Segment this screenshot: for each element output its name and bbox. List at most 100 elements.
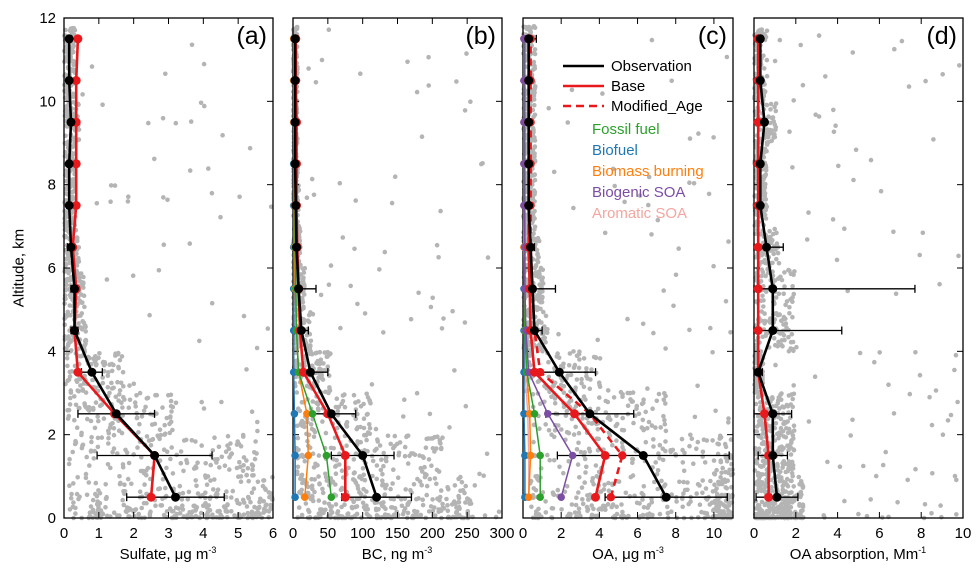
scatter-point [219, 399, 224, 405]
scatter-point [323, 474, 329, 480]
scatter-point [405, 510, 411, 516]
scatter-point [716, 479, 721, 485]
scatter-point [454, 79, 459, 84]
scatter-point [217, 465, 222, 470]
scatter-point [107, 425, 113, 431]
scatter-point [181, 438, 187, 443]
scatter-point [760, 488, 765, 493]
observation-line [293, 38, 378, 498]
scatter-point [657, 455, 662, 461]
x-tick-label: 10 [706, 525, 723, 542]
scatter-point [403, 487, 409, 492]
scatter-point [71, 481, 76, 486]
scatter-point [779, 447, 785, 453]
scatter-point [245, 510, 251, 516]
scatter-point [533, 264, 538, 269]
scatter-point [300, 480, 305, 486]
scatter-point [193, 513, 199, 519]
scatter-point [361, 504, 367, 510]
scatter-point [785, 404, 791, 409]
scatter-point [688, 499, 693, 504]
observation-line [67, 38, 177, 498]
scatter-point [185, 497, 191, 502]
scatter-point [80, 92, 85, 97]
scatter-point [392, 505, 398, 511]
scatter-point [786, 267, 791, 273]
scatter-point [424, 492, 430, 498]
scatter-point [79, 327, 85, 332]
scatter-point [118, 380, 124, 386]
scatter-point [309, 476, 314, 482]
scatter-point [229, 495, 234, 500]
scatter-point [206, 166, 211, 171]
scatter-point [392, 433, 398, 439]
scatter-point [451, 514, 457, 520]
scatter-point [146, 120, 151, 126]
scatter-point [181, 468, 186, 474]
scatter-point [295, 423, 300, 429]
scatter-point [531, 24, 536, 30]
scatter-point [532, 112, 538, 118]
scatter-point [543, 422, 548, 427]
scatter-point [236, 512, 242, 517]
scatter-point [772, 501, 778, 506]
scatter-point [762, 257, 767, 263]
scatter-point [634, 406, 639, 412]
scatter-point [564, 429, 570, 435]
scatter-point [813, 112, 818, 117]
scatter-point [73, 438, 78, 444]
modified_age-point [606, 493, 615, 502]
scatter-point [788, 515, 793, 520]
scatter-point [367, 398, 373, 404]
scatter-point [83, 324, 88, 330]
scatter-point [295, 471, 300, 477]
observation-point [66, 242, 76, 252]
scatter-point [778, 431, 783, 437]
scatter-point [374, 463, 380, 468]
scatter-point [798, 42, 803, 48]
scatter-point [556, 331, 561, 337]
scatter-point [537, 426, 542, 432]
scatter-point [244, 472, 249, 478]
scatter-point [477, 471, 482, 477]
scatter-point [315, 361, 321, 367]
scatter-point [408, 316, 414, 322]
scatter-point [622, 199, 627, 205]
scatter-point [710, 350, 715, 355]
scatter-point [241, 455, 247, 460]
scatter-point [559, 427, 564, 432]
scatter-point [531, 188, 537, 193]
scatter-point [614, 438, 619, 443]
scatter-point [760, 184, 766, 190]
scatter-point [579, 485, 585, 490]
scatter-point [772, 506, 777, 511]
scatter-point [547, 457, 552, 463]
biomass-point [524, 493, 533, 502]
scatter-point [67, 483, 72, 489]
scatter-point [188, 514, 194, 520]
scatter-point [637, 193, 643, 198]
scatter-point [697, 502, 703, 508]
base-point [71, 76, 81, 85]
scatter-point [762, 311, 767, 316]
observation-point [326, 409, 336, 419]
scatter-point [201, 406, 207, 411]
scatter-point [321, 361, 326, 366]
scatter-point [543, 510, 549, 515]
scatter-point [791, 498, 797, 504]
scatter-point [383, 485, 388, 491]
scatter-point [370, 473, 375, 479]
panel-label: (d) [926, 22, 957, 50]
scatter-point [379, 457, 384, 463]
scatter-point [619, 502, 624, 507]
scatter-point [767, 320, 773, 325]
scatter-point [762, 318, 767, 324]
scatter-point [436, 254, 441, 260]
scatter-point [728, 472, 734, 478]
scatter-point [329, 480, 335, 485]
biogenic-point [568, 451, 577, 460]
scatter-point [84, 454, 89, 460]
scatter-points-b [290, 24, 502, 521]
scatter-point [956, 253, 961, 259]
